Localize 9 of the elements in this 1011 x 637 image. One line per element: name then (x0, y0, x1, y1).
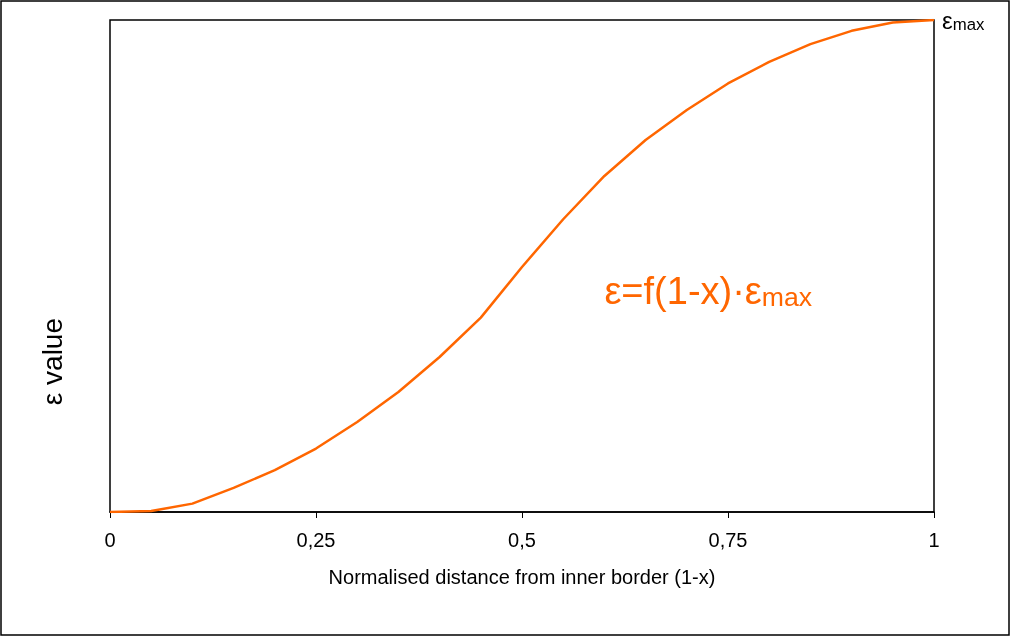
x-tick-label: 0,25 (296, 529, 336, 551)
annotation: ε=f(1-x)·εmax (604, 269, 813, 313)
x-axis-title: Normalised distance from inner border (1-x) (328, 566, 716, 588)
annotation: εmax (942, 6, 986, 34)
y-axis-title: ε value (36, 318, 68, 406)
x-tick-label: 0,75 (708, 529, 748, 551)
x-tick-label: 0 (104, 529, 116, 551)
x-tick-label: 1 (928, 529, 940, 551)
x-tick-label: 0,5 (508, 529, 536, 551)
